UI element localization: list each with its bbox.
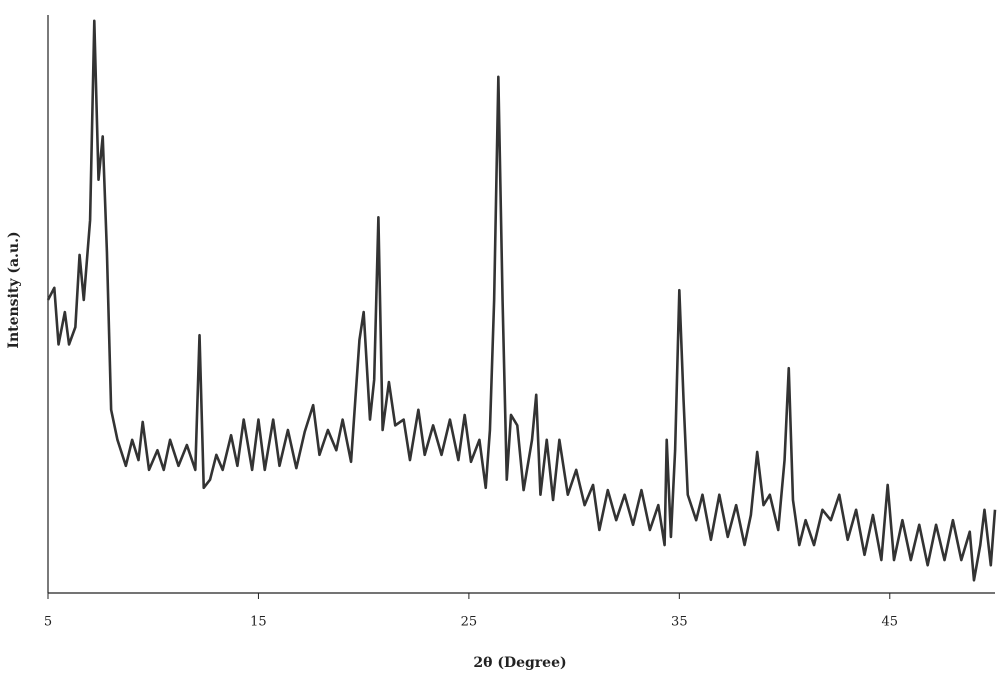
- x-tick-label: 5: [44, 615, 52, 630]
- x-tick-label: 15: [250, 615, 267, 630]
- x-tick-label: 35: [671, 615, 688, 630]
- x-axis-title: 2θ (Degree): [473, 655, 566, 671]
- data-line: [46, 19, 997, 582]
- x-tick-label: 45: [882, 615, 899, 630]
- x-tick-label: 25: [461, 615, 478, 630]
- y-axis-title: Intensity (a.u.): [6, 231, 22, 348]
